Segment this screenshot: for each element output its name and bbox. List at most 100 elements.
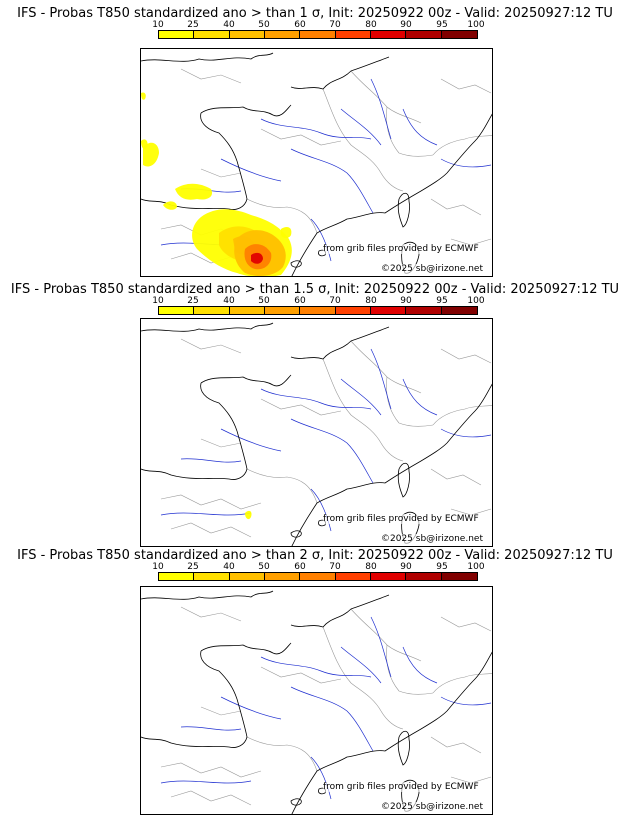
legend-color-cell	[159, 31, 195, 38]
border-line	[260, 398, 342, 416]
coastline	[141, 698, 248, 748]
border-line	[246, 468, 318, 504]
legend-tick: 50	[258, 296, 270, 306]
border-line	[200, 706, 242, 716]
border-line	[180, 68, 242, 84]
border-line	[246, 736, 318, 772]
river-line	[440, 428, 492, 438]
border-line	[180, 338, 242, 354]
map-canvas	[141, 590, 492, 814]
europe-map: from grib files provided by ECMWF ©2025 …	[140, 586, 493, 815]
coastline	[141, 430, 248, 480]
river-line	[260, 118, 372, 140]
coastline	[290, 530, 302, 538]
river-line	[340, 378, 382, 416]
legend-color-cell	[441, 31, 477, 38]
border-line	[322, 358, 404, 462]
river-line	[310, 218, 332, 262]
river-line	[310, 756, 332, 800]
river-line	[340, 108, 382, 146]
border-line	[200, 438, 242, 448]
coastline	[141, 322, 274, 332]
border-line	[430, 736, 482, 754]
coastline	[200, 382, 238, 432]
coastline	[200, 650, 238, 700]
legend-tick: 100	[467, 562, 485, 572]
source-credit: from grib files provided by ECMWF	[323, 514, 479, 524]
border-line	[440, 78, 492, 94]
probability-area	[143, 142, 159, 167]
legend-color-cell	[194, 573, 230, 580]
border-line	[430, 198, 482, 216]
border-line	[440, 616, 492, 632]
coastline	[446, 383, 492, 444]
river-line	[402, 108, 438, 146]
legend-color-cell	[229, 307, 265, 314]
probability-area	[141, 92, 146, 100]
legend-tick: 80	[365, 296, 377, 306]
probability-area	[163, 201, 177, 210]
legend-color-cell	[370, 307, 407, 314]
river-line	[160, 512, 252, 516]
river-line	[220, 696, 282, 720]
legend-color-bar	[158, 572, 478, 581]
legend-tick: 80	[365, 562, 377, 572]
map-panel-1sigma: IFS - Probas T850 standardized ano > tha…	[0, 6, 630, 277]
legend-tick: 10	[152, 296, 164, 306]
river-line	[290, 686, 374, 752]
border-line	[350, 340, 422, 394]
coastline	[290, 594, 390, 628]
border-line	[430, 468, 482, 486]
legend-tick: 60	[294, 20, 306, 30]
border-line	[170, 790, 252, 806]
coastline	[291, 710, 448, 814]
panel-title: IFS - Probas T850 standardized ano > tha…	[17, 6, 613, 21]
legend-tick: 25	[187, 296, 199, 306]
map-panel-2sigma: IFS - Probas T850 standardized ano > tha…	[0, 548, 630, 818]
coastline	[397, 730, 410, 766]
legend-tick: 70	[329, 296, 341, 306]
coastline	[290, 798, 302, 806]
legend-tick: 40	[223, 296, 235, 306]
probability-area	[175, 183, 213, 200]
source-credit: from grib files provided by ECMWF	[323, 782, 479, 792]
legend-tick: 95	[436, 20, 448, 30]
legend-tick: 25	[187, 20, 199, 30]
coastline	[290, 260, 302, 268]
legend-tick: 90	[400, 20, 412, 30]
legend-color-cell	[264, 31, 301, 38]
river-line	[310, 488, 332, 532]
legend-color-bar	[158, 306, 478, 315]
legend-tick: 95	[436, 296, 448, 306]
border-line	[350, 70, 422, 124]
border-line	[322, 88, 404, 192]
coastline	[446, 651, 492, 712]
coastline	[200, 642, 292, 655]
legend-tick: 40	[223, 562, 235, 572]
legend-color-cell	[406, 307, 442, 314]
legend-tick: 10	[152, 562, 164, 572]
border-line	[440, 348, 492, 364]
legend-color-cell	[159, 307, 195, 314]
border-line	[350, 608, 422, 662]
legend-tick: 95	[436, 562, 448, 572]
river-line	[440, 158, 492, 168]
river-line	[260, 388, 372, 410]
legend-ticks: 10 25 40 50 60 70 80 90 95 100	[152, 20, 484, 30]
legend-color-bar	[158, 30, 478, 39]
legend-color-cell	[300, 31, 336, 38]
coastline	[200, 112, 238, 162]
probability-legend: 10 25 40 50 60 70 80 90 95 100	[152, 562, 485, 584]
legend-tick: 100	[467, 20, 485, 30]
legend-tick: 25	[187, 562, 199, 572]
border-line	[180, 606, 242, 622]
coastline	[318, 787, 326, 795]
probability-legend: 10 25 40 50 60 70 80 90 95 100	[152, 296, 485, 318]
border-line	[200, 168, 242, 178]
legend-tick: 10	[152, 20, 164, 30]
legend-tick: 100	[467, 296, 485, 306]
border-line	[432, 135, 492, 156]
legend-tick: 70	[329, 562, 341, 572]
legend-tick: 90	[400, 296, 412, 306]
river-line	[440, 696, 492, 706]
